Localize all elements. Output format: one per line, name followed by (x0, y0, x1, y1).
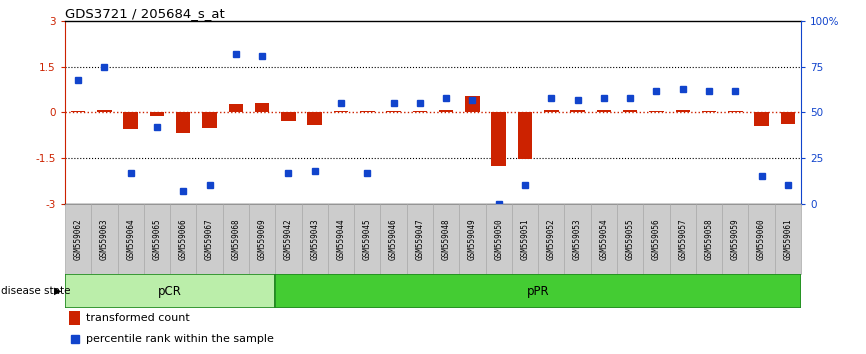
Bar (722, 204, 748, 274)
Text: GSM559043: GSM559043 (310, 218, 320, 260)
Text: percentile rank within the sample: percentile rank within the sample (86, 334, 274, 344)
Text: pPR: pPR (527, 285, 549, 298)
Bar (150, 113, 165, 116)
Bar (118, 204, 144, 274)
Text: GSM559057: GSM559057 (678, 218, 688, 260)
Text: GSM559045: GSM559045 (363, 218, 372, 260)
Text: ▶: ▶ (55, 286, 61, 296)
Bar (459, 204, 486, 274)
Text: GSM559051: GSM559051 (520, 218, 529, 260)
Text: GSM559063: GSM559063 (100, 218, 109, 260)
Bar (176, 113, 191, 133)
Bar (571, 110, 585, 113)
Bar (512, 204, 538, 274)
Bar (203, 113, 216, 128)
Bar (439, 110, 454, 113)
Text: GSM559046: GSM559046 (389, 218, 398, 260)
Bar (197, 204, 223, 274)
Bar (465, 96, 480, 113)
Text: GSM559053: GSM559053 (573, 218, 582, 260)
Text: GSM559059: GSM559059 (731, 218, 740, 260)
Text: GSM559044: GSM559044 (337, 218, 346, 260)
Bar (328, 204, 354, 274)
Text: GSM559052: GSM559052 (546, 218, 556, 260)
Bar (380, 204, 407, 274)
Bar (518, 113, 533, 159)
Text: GSM559061: GSM559061 (784, 218, 792, 260)
Text: GSM559042: GSM559042 (284, 218, 293, 260)
Text: GSM559065: GSM559065 (152, 218, 161, 260)
Bar (354, 204, 380, 274)
Text: GSM559055: GSM559055 (625, 218, 635, 260)
Bar (650, 111, 663, 113)
Bar (144, 204, 170, 274)
Text: GSM559060: GSM559060 (757, 218, 766, 260)
Bar (307, 113, 322, 125)
Text: GSM559050: GSM559050 (494, 218, 503, 260)
Bar (91, 204, 118, 274)
Bar (275, 274, 801, 308)
Text: GSM559064: GSM559064 (126, 218, 135, 260)
Bar (223, 204, 249, 274)
Bar (229, 104, 243, 113)
Text: GSM559047: GSM559047 (416, 218, 424, 260)
Text: disease state: disease state (1, 286, 70, 296)
Text: GSM559069: GSM559069 (257, 218, 267, 260)
Bar (333, 111, 348, 113)
Bar (275, 204, 301, 274)
Text: GSM559054: GSM559054 (599, 218, 609, 260)
Text: transformed count: transformed count (86, 313, 190, 323)
Bar (486, 204, 512, 274)
Text: GSM559062: GSM559062 (74, 218, 82, 260)
Bar (565, 204, 591, 274)
Bar (591, 204, 617, 274)
Bar (170, 204, 197, 274)
Bar (696, 204, 722, 274)
Bar (492, 113, 506, 166)
Bar (281, 113, 295, 121)
Bar (386, 111, 401, 113)
Bar (701, 111, 716, 113)
Bar (71, 111, 86, 113)
Bar (643, 204, 669, 274)
Bar (433, 204, 459, 274)
Bar (748, 204, 775, 274)
Text: GSM559067: GSM559067 (205, 218, 214, 260)
Bar (544, 110, 559, 113)
Text: GSM559048: GSM559048 (442, 218, 450, 260)
Bar (597, 110, 611, 113)
Bar (301, 204, 328, 274)
Bar (360, 111, 374, 113)
Bar (754, 113, 769, 126)
Bar (68, 312, 81, 325)
Text: GSM559056: GSM559056 (652, 218, 661, 260)
Bar (728, 111, 742, 113)
Text: GSM559068: GSM559068 (231, 218, 241, 260)
Bar (775, 204, 801, 274)
Bar (669, 204, 696, 274)
Bar (97, 110, 112, 113)
Text: GSM559049: GSM559049 (468, 218, 477, 260)
Bar (412, 111, 427, 113)
Bar (124, 113, 138, 129)
Text: GDS3721 / 205684_s_at: GDS3721 / 205684_s_at (65, 7, 224, 20)
Text: pCR: pCR (158, 285, 182, 298)
Text: GSM559058: GSM559058 (705, 218, 714, 260)
Bar (65, 204, 91, 274)
Bar (675, 110, 690, 113)
Bar (623, 110, 637, 113)
Bar (255, 103, 269, 113)
Bar (538, 204, 565, 274)
Text: GSM559066: GSM559066 (178, 218, 188, 260)
Bar (65, 274, 275, 308)
Bar (780, 113, 795, 124)
Bar (617, 204, 643, 274)
Bar (249, 204, 275, 274)
Bar (407, 204, 433, 274)
